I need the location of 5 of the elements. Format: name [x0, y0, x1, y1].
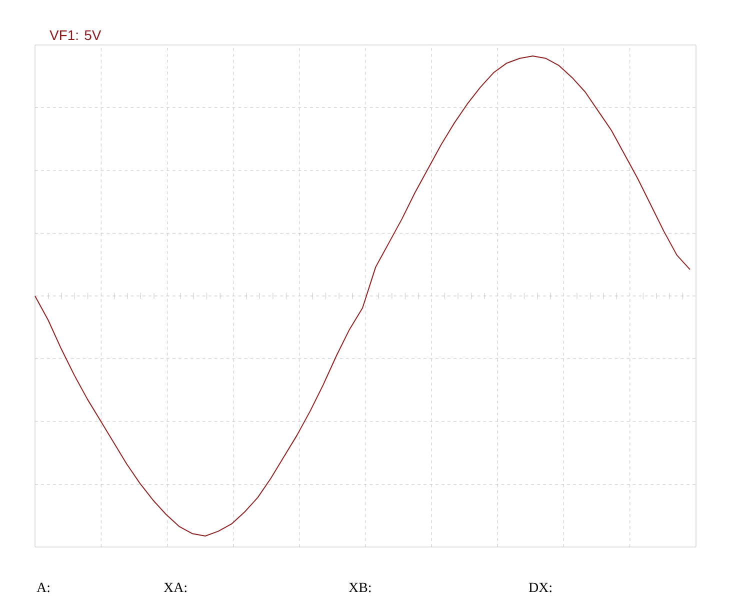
text: A: — [36, 582, 50, 592]
text: XA: — [164, 582, 186, 592]
text: DX: — [528, 582, 552, 592]
chart-title: VF1: 5V — [50, 30, 102, 40]
text: XB: — [348, 582, 371, 592]
